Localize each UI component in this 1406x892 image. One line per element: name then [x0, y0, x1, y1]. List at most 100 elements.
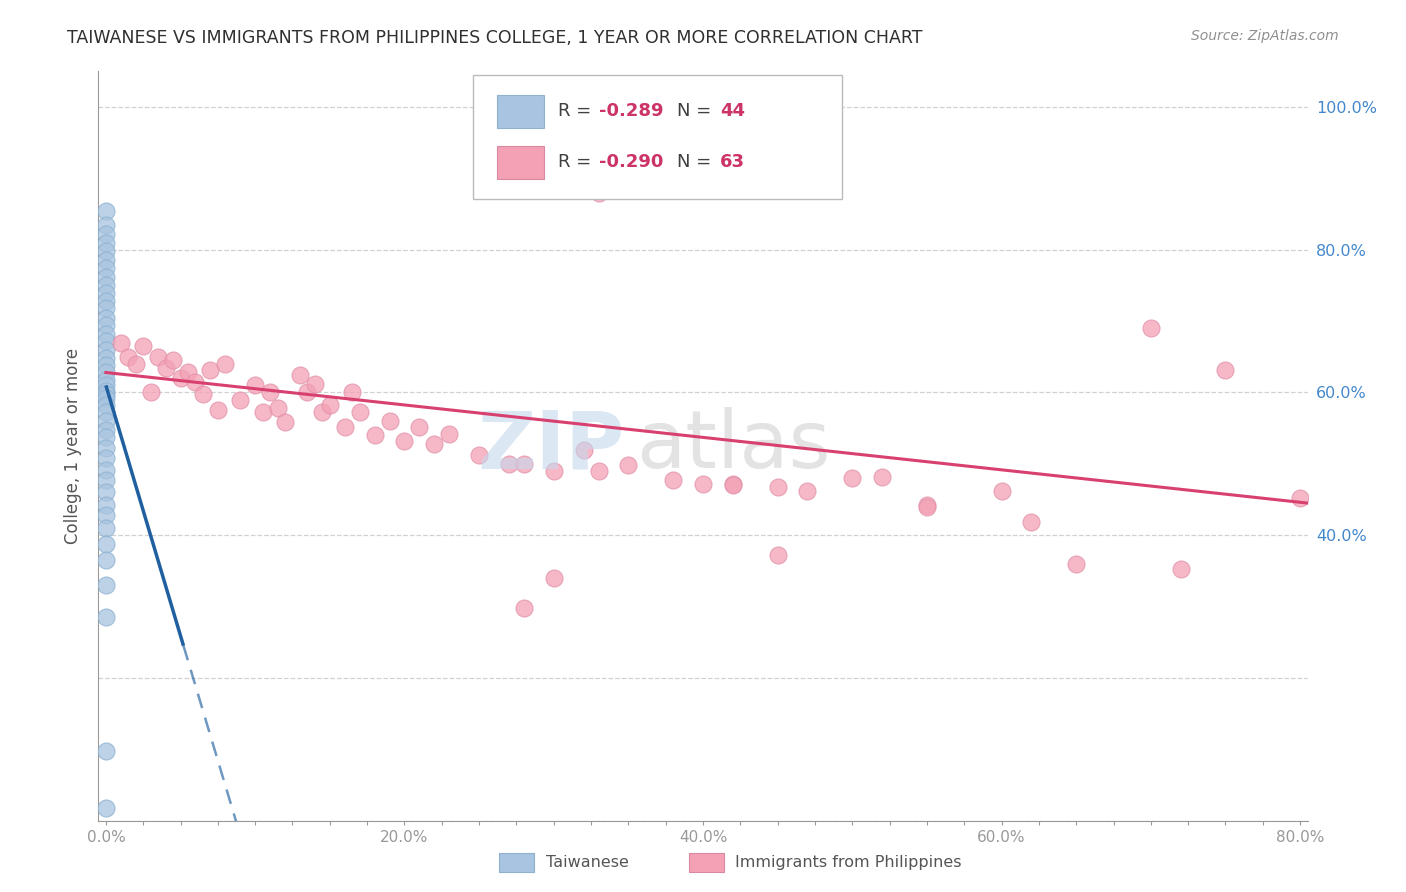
- Point: [543, 571, 565, 585]
- Point: [311, 405, 333, 419]
- Text: ZIP: ZIP: [477, 407, 624, 485]
- Text: R =: R =: [558, 103, 596, 120]
- Text: 44: 44: [720, 103, 745, 120]
- Point: [543, 464, 565, 478]
- Point: [94, 235, 117, 250]
- Point: [662, 473, 685, 487]
- Point: [94, 218, 117, 232]
- Point: [94, 387, 117, 401]
- Point: [94, 334, 117, 348]
- Point: [94, 441, 117, 455]
- Point: [394, 434, 416, 448]
- Point: [94, 384, 117, 398]
- Point: [94, 414, 117, 428]
- Point: [94, 343, 117, 357]
- Point: [94, 278, 117, 293]
- Point: [990, 483, 1012, 498]
- Point: [378, 414, 401, 428]
- Point: [214, 357, 236, 371]
- Point: [766, 480, 789, 494]
- Point: [274, 416, 297, 430]
- Point: [94, 310, 117, 325]
- Point: [94, 423, 117, 437]
- Point: [498, 457, 520, 471]
- FancyBboxPatch shape: [498, 146, 544, 178]
- Point: [468, 448, 491, 462]
- Point: [363, 428, 385, 442]
- Text: Immigrants from Philippines: Immigrants from Philippines: [735, 855, 962, 870]
- Point: [297, 385, 319, 400]
- Point: [94, 553, 117, 567]
- Point: [766, 548, 789, 562]
- Point: [207, 403, 229, 417]
- Point: [915, 500, 938, 514]
- FancyBboxPatch shape: [498, 95, 544, 128]
- Point: [423, 437, 446, 451]
- FancyBboxPatch shape: [474, 75, 842, 199]
- Point: [1289, 491, 1312, 505]
- Point: [155, 360, 177, 375]
- Point: [94, 801, 117, 815]
- Text: -0.290: -0.290: [599, 153, 664, 171]
- Point: [94, 498, 117, 512]
- Point: [915, 498, 938, 512]
- Text: TAIWANESE VS IMMIGRANTS FROM PHILIPPINES COLLEGE, 1 YEAR OR MORE CORRELATION CHA: TAIWANESE VS IMMIGRANTS FROM PHILIPPINES…: [67, 29, 922, 46]
- Point: [94, 373, 117, 387]
- Text: Taiwanese: Taiwanese: [546, 855, 628, 870]
- Point: [252, 405, 274, 419]
- Point: [184, 375, 207, 389]
- Point: [617, 458, 640, 473]
- Text: Source: ZipAtlas.com: Source: ZipAtlas.com: [1191, 29, 1339, 43]
- Point: [162, 353, 184, 368]
- Point: [94, 378, 117, 392]
- Point: [94, 318, 117, 332]
- Point: [94, 473, 117, 487]
- Point: [94, 744, 117, 758]
- Point: [94, 430, 117, 444]
- Point: [94, 485, 117, 500]
- Point: [513, 601, 536, 615]
- Point: [870, 469, 893, 483]
- Point: [177, 366, 200, 380]
- Point: [94, 451, 117, 466]
- Point: [94, 203, 117, 218]
- Point: [796, 483, 818, 498]
- Point: [146, 350, 169, 364]
- Point: [841, 471, 863, 485]
- Point: [572, 442, 595, 457]
- Y-axis label: College, 1 year or more: College, 1 year or more: [63, 348, 82, 544]
- Point: [94, 359, 117, 373]
- Point: [94, 391, 117, 405]
- Point: [94, 253, 117, 268]
- Point: [94, 462, 117, 476]
- Point: [94, 537, 117, 551]
- Point: [340, 385, 363, 400]
- Point: [94, 227, 117, 241]
- Point: [588, 464, 610, 478]
- Point: [94, 244, 117, 259]
- Point: [304, 376, 326, 391]
- Point: [243, 378, 266, 392]
- Point: [132, 339, 155, 353]
- Point: [1215, 362, 1237, 376]
- Text: atlas: atlas: [637, 407, 831, 485]
- Point: [139, 385, 162, 400]
- Point: [94, 366, 117, 380]
- Point: [1170, 562, 1192, 576]
- Point: [349, 405, 371, 419]
- Point: [94, 610, 117, 624]
- Point: [439, 426, 461, 441]
- Text: N =: N =: [678, 103, 717, 120]
- Point: [1064, 557, 1087, 571]
- Point: [94, 351, 117, 366]
- Point: [408, 419, 430, 434]
- Point: [94, 285, 117, 300]
- Point: [94, 326, 117, 341]
- Point: [259, 385, 281, 400]
- Text: N =: N =: [678, 153, 717, 171]
- Point: [266, 401, 288, 416]
- Point: [229, 392, 252, 407]
- Point: [94, 301, 117, 316]
- Point: [110, 335, 132, 350]
- Point: [588, 186, 610, 200]
